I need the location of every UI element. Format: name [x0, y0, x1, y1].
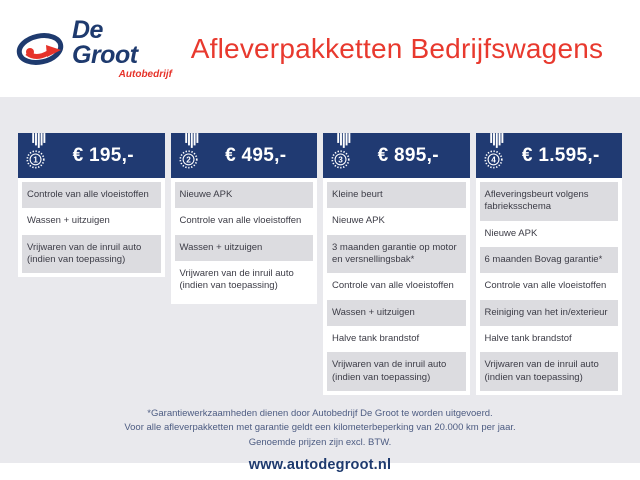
package-item: Vrijwaren van de inruil auto (indien van…: [174, 261, 313, 300]
logo-text: De Groot Autobedrijf: [72, 15, 172, 80]
package-header: 4 € 1.595,-: [475, 133, 622, 178]
package-column: 4 € 1.595,- Afleveringsbeurt volgens fab…: [475, 133, 622, 396]
medal-number: 1: [33, 155, 38, 164]
package-item: Kleine beurt: [327, 182, 466, 209]
package-header: 2 € 495,-: [170, 133, 317, 178]
package-item: Halve tank brandstof: [327, 326, 466, 353]
package-item: Nieuwe APK: [327, 208, 466, 235]
package-item: Wassen + uitzuigen: [327, 299, 466, 327]
package-item: Controle van alle vloeistoffen: [174, 208, 313, 235]
website-link[interactable]: www.autodegroot.nl: [248, 456, 392, 473]
package-items: Kleine beurt Nieuwe APK 3 maanden garantie…: [323, 178, 470, 396]
package-price: € 495,-: [225, 144, 287, 166]
package-item: Vrijwaren van de inruil auto (indien van…: [22, 234, 161, 274]
package-price: € 895,-: [377, 144, 439, 166]
packages-row: 1 € 195,- Controle van alle vloeistoffen…: [0, 133, 640, 396]
package-item: Controle van alle vloeistoffen: [479, 273, 618, 300]
medal-icon: 2: [177, 133, 205, 176]
package-item: Wassen + uitzuigen: [174, 234, 313, 262]
package-item: 6 maanden Bovag garantie*: [479, 247, 618, 274]
logo-subtitle: Autobedrijf: [118, 68, 172, 80]
package-items: Afleveringsbeurt volgens fabrieksschema N…: [475, 178, 622, 396]
medal-icon: 4: [482, 133, 510, 176]
package-item: 3 maanden garantie op motor en versnelli…: [327, 234, 466, 274]
footnote-line: Voor alle afleverpakketten met garantie …: [124, 422, 516, 434]
package-header: 1 € 195,-: [18, 133, 165, 178]
logo-name: De Groot: [72, 15, 138, 69]
page-title: Afleverpakketten Bedrijfswagens: [190, 32, 604, 64]
bottom-strip: [0, 463, 640, 480]
footnotes: *Garantiewerkzaamheden dienen door Autob…: [0, 407, 640, 450]
degroot-logo-icon: [14, 23, 68, 74]
medal-number: 2: [186, 155, 191, 164]
package-items: Nieuwe APK Controle van alle vloeistoffen…: [170, 178, 317, 304]
package-item: Vrijwaren van de inruil auto (indien van…: [479, 352, 618, 392]
page-header: De Groot Autobedrijf Afleverpakketten Be…: [0, 0, 640, 97]
package-header: 3 € 895,-: [323, 133, 470, 178]
medal-number: 4: [491, 155, 496, 164]
package-item: Wassen + uitzuigen: [22, 208, 161, 235]
footnote-line: *Garantiewerkzaamheden dienen door Autob…: [147, 408, 493, 420]
medal-number: 3: [338, 155, 343, 164]
degroot-logo: De Groot Autobedrijf: [14, 15, 172, 80]
package-item: Nieuwe APK: [174, 182, 313, 209]
package-item: Vrijwaren van de inruil auto (indien van…: [327, 352, 466, 392]
footnote-line: Genoemde prijzen zijn excl. BTW.: [248, 436, 392, 448]
package-item: Controle van alle vloeistoffen: [327, 273, 466, 300]
package-item: Reiniging van het in/exterieur: [479, 299, 618, 327]
package-column: 2 € 495,- Nieuwe APK Controle van alle vl…: [170, 133, 317, 304]
package-items: Controle van alle vloeistoffen Wassen + u…: [18, 178, 165, 278]
package-price: € 1.595,-: [521, 144, 600, 166]
package-column: 3 € 895,- Kleine beurt Nieuwe APK 3 maande…: [323, 133, 470, 396]
main-section: 1 € 195,- Controle van alle vloeistoffen…: [0, 97, 640, 473]
package-item: Halve tank brandstof: [479, 326, 618, 353]
package-price: € 195,-: [72, 144, 134, 166]
medal-icon: 3: [329, 133, 357, 176]
package-item: Controle van alle vloeistoffen: [22, 182, 161, 209]
medal-icon: 1: [24, 133, 52, 176]
package-column: 1 € 195,- Controle van alle vloeistoffen…: [18, 133, 165, 278]
package-item: Afleveringsbeurt volgens fabrieksschema: [479, 182, 618, 221]
package-item: Nieuwe APK: [479, 220, 618, 248]
